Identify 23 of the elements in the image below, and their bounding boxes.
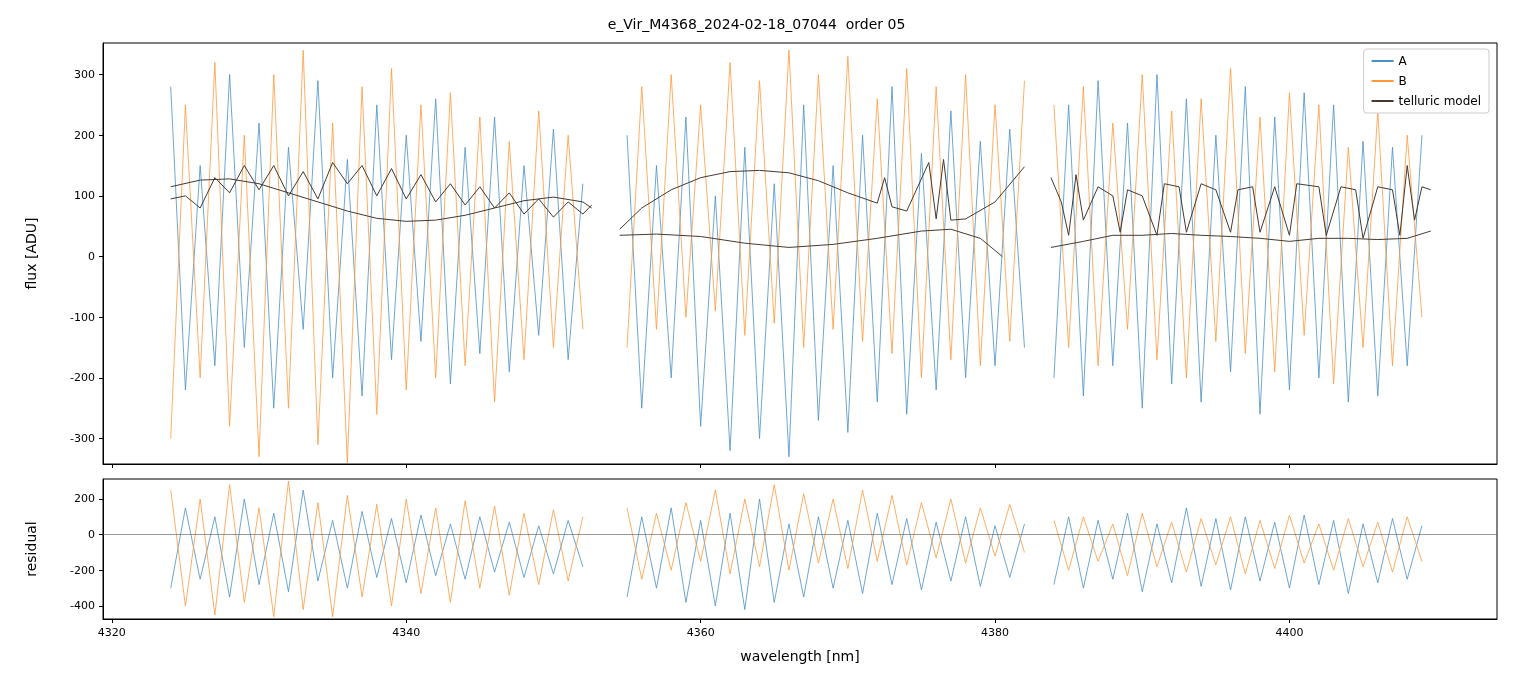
x-tick-label: 4320 (97, 626, 126, 639)
y-tick-label: 0 (88, 528, 95, 542)
x-axis-title: wavelength [nm] (740, 648, 860, 664)
x-tick-label: 4380 (981, 626, 1010, 639)
y-tick-label: 0 (88, 250, 95, 264)
chart-title: e_Vir_M4368_2024-02-18_07044 order 05 (607, 16, 906, 32)
x-tick-label: 4340 (392, 626, 421, 639)
y-axis-title: flux [ADU] (23, 217, 39, 290)
y-tick-label: -300 (70, 432, 95, 446)
legend-label: telluric model (1398, 94, 1481, 108)
x-tick-label: 4360 (686, 626, 715, 639)
x-tick-label: 4400 (1275, 626, 1304, 639)
y-tick-label: 200 (74, 492, 95, 506)
y-tick-label: -100 (70, 310, 95, 324)
legend-label: B (1398, 74, 1407, 88)
y-tick-label: 300 (74, 68, 95, 82)
y-tick-label: -200 (70, 563, 95, 577)
y-tick-label: -200 (70, 371, 95, 385)
y-tick-label: 200 (74, 128, 95, 142)
y-tick-label: -400 (70, 599, 95, 613)
y-tick-label: 100 (74, 189, 95, 203)
legend-label: A (1398, 54, 1408, 68)
y-axis-title: residual (23, 521, 39, 577)
